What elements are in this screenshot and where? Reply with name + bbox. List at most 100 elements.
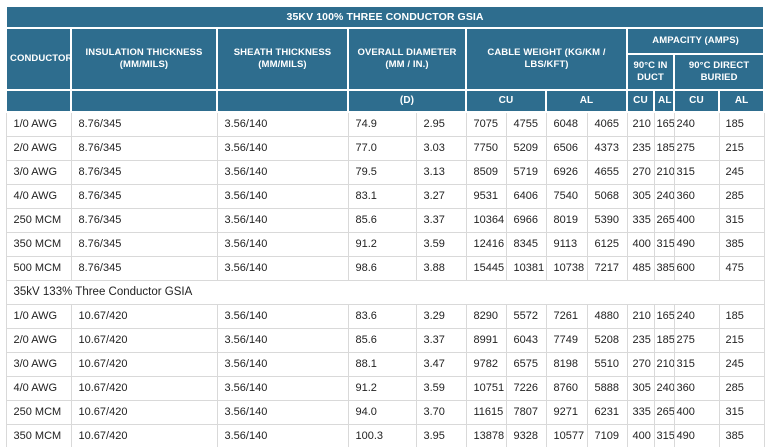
table-cell: 3.56/140: [216, 232, 349, 257]
table-cell: 7540: [545, 184, 588, 209]
table-cell: 285: [718, 184, 765, 209]
table-cell: 3.56/140: [216, 424, 349, 447]
table-cell: 4880: [586, 304, 628, 329]
table-cell: 4655: [586, 160, 628, 185]
table-cell: 98.6: [347, 256, 417, 281]
table-cell: 7807: [505, 400, 547, 425]
table-row: 2/0 AWG 10.67/420 3.56/140 85.6 3.37 8991 6043…: [5, 328, 765, 353]
table-cell: 8.76/345: [70, 136, 218, 161]
table-cell: 3.29: [415, 304, 467, 329]
table-cell: 315: [653, 424, 675, 447]
table-cell: 3.13: [415, 160, 467, 185]
table-row: 3/0 AWG 10.67/420 3.56/140 88.1 3.47 9782 6575…: [5, 352, 765, 377]
table-cell: 4/0 AWG: [5, 184, 72, 209]
table-cell: 88.1: [347, 352, 417, 377]
subheader-empty-sheath: [216, 89, 349, 113]
table-cell: 265: [653, 208, 675, 233]
table-row: 4/0 AWG 10.67/420 3.56/140 91.2 3.59 10751 722…: [5, 376, 765, 401]
table-cell: 235: [626, 136, 655, 161]
table-cell: 74.9: [347, 111, 417, 137]
table-cell: 315: [673, 160, 720, 185]
table-cell: 4/0 AWG: [5, 376, 72, 401]
table-cell: 5068: [586, 184, 628, 209]
table-cell: 8.76/345: [70, 232, 218, 257]
table-row: 350 MCM 8.76/345 3.56/140 91.2 3.59 12416 8345…: [5, 232, 765, 257]
table-row: 500 MCM 8.76/345 3.56/140 98.6 3.88 15445 1038…: [5, 256, 765, 281]
table-cell: 6231: [586, 400, 628, 425]
table-cell: 265: [653, 400, 675, 425]
table-cell: 1/0 AWG: [5, 111, 72, 137]
table-cell: 3.27: [415, 184, 467, 209]
table-cell: 500 MCM: [5, 256, 72, 281]
table-cell: 250 MCM: [5, 400, 72, 425]
table-cell: 10.67/420: [70, 352, 218, 377]
table-cell: 240: [653, 184, 675, 209]
table-cell: 245: [718, 160, 765, 185]
table-cell: 77.0: [347, 136, 417, 161]
table-cell: 8198: [545, 352, 588, 377]
table-cell: 15445: [465, 256, 507, 281]
table-cell: 385: [718, 424, 765, 447]
table-row: 3/0 AWG 8.76/345 3.56/140 79.5 3.13 8509 5719 6…: [5, 160, 765, 185]
table-cell: 600: [673, 256, 720, 281]
subheader-duct-al: AL: [653, 89, 675, 113]
col-header-sheath: SHEATH THICKNESS (MM/MILS): [216, 27, 349, 91]
table-cell: 10.67/420: [70, 400, 218, 425]
table-cell: 3.59: [415, 232, 467, 257]
table-cell: 275: [673, 136, 720, 161]
table-cell: 10.67/420: [70, 328, 218, 353]
table-cell: 315: [718, 400, 765, 425]
col-header-in-duct: 90°C IN DUCT: [626, 53, 675, 91]
table-cell: 270: [626, 352, 655, 377]
table-cell: 285: [718, 376, 765, 401]
table-cell: 3.88: [415, 256, 467, 281]
table-cell: 235: [626, 328, 655, 353]
table-cell: 3.56/140: [216, 376, 349, 401]
table-cell: 490: [673, 424, 720, 447]
table-row: 2/0 AWG 8.76/345 3.56/140 77.0 3.03 7750 5209 6…: [5, 136, 765, 161]
table-cell: 215: [718, 136, 765, 161]
table-row: 350 MCM 10.67/420 3.56/140 100.3 3.95 13878 93…: [5, 424, 765, 447]
table-cell: 3/0 AWG: [5, 352, 72, 377]
table-cell: 210: [626, 111, 655, 137]
table-cell: 490: [673, 232, 720, 257]
subheader-empty-insulation: [70, 89, 218, 113]
col-header-diameter: OVERALL DIAMETER (MM / IN.): [347, 27, 467, 91]
subheader-weight-al: AL: [545, 89, 628, 113]
table-cell: 350 MCM: [5, 424, 72, 447]
subheader-empty-conductor: [5, 89, 72, 113]
table-cell: 8760: [545, 376, 588, 401]
table-body: 1/0 AWG 8.76/345 3.56/140 74.9 2.95 7075 4755 6…: [5, 111, 765, 447]
table-title: 35KV 100% THREE CONDUCTOR GSIA: [4, 5, 766, 29]
table-cell: 8345: [505, 232, 547, 257]
table-cell: 8991: [465, 328, 507, 353]
table-cell: 94.0: [347, 400, 417, 425]
table-cell: 10364: [465, 208, 507, 233]
table-cell: 4755: [505, 111, 547, 137]
table-cell: 85.6: [347, 208, 417, 233]
table-cell: 3.37: [415, 208, 467, 233]
header-row-sub: (D) CU AL CU AL CU AL: [5, 89, 766, 113]
table-cell: 315: [718, 208, 765, 233]
table-cell: 2.95: [415, 111, 467, 137]
table-row: 250 MCM 10.67/420 3.56/140 94.0 3.70 11615 780…: [5, 400, 765, 425]
table-cell: 270: [626, 160, 655, 185]
table-cell: 3.95: [415, 424, 467, 447]
table-cell: 3.56/140: [216, 111, 349, 137]
table-cell: 10.67/420: [70, 424, 218, 447]
table-cell: 3.03: [415, 136, 467, 161]
table-cell: 2/0 AWG: [5, 136, 72, 161]
table-cell: 8290: [465, 304, 507, 329]
table-cell: 3.56/140: [216, 400, 349, 425]
table-row: 1/0 AWG 10.67/420 3.56/140 83.6 3.29 8290 5572…: [5, 304, 765, 329]
table-cell: 240: [673, 304, 720, 329]
table-cell: 4373: [586, 136, 628, 161]
subheader-buried-al: AL: [717, 89, 766, 113]
subheader-weight-cu: CU: [465, 89, 547, 113]
table-cell: 12416: [465, 232, 507, 257]
table-cell: 83.1: [347, 184, 417, 209]
header-row-main: CONDUCTOR INSULATION THICKNESS (MM/MILS)…: [5, 27, 766, 91]
table-cell: 6506: [545, 136, 588, 161]
table-cell: 315: [653, 232, 675, 257]
